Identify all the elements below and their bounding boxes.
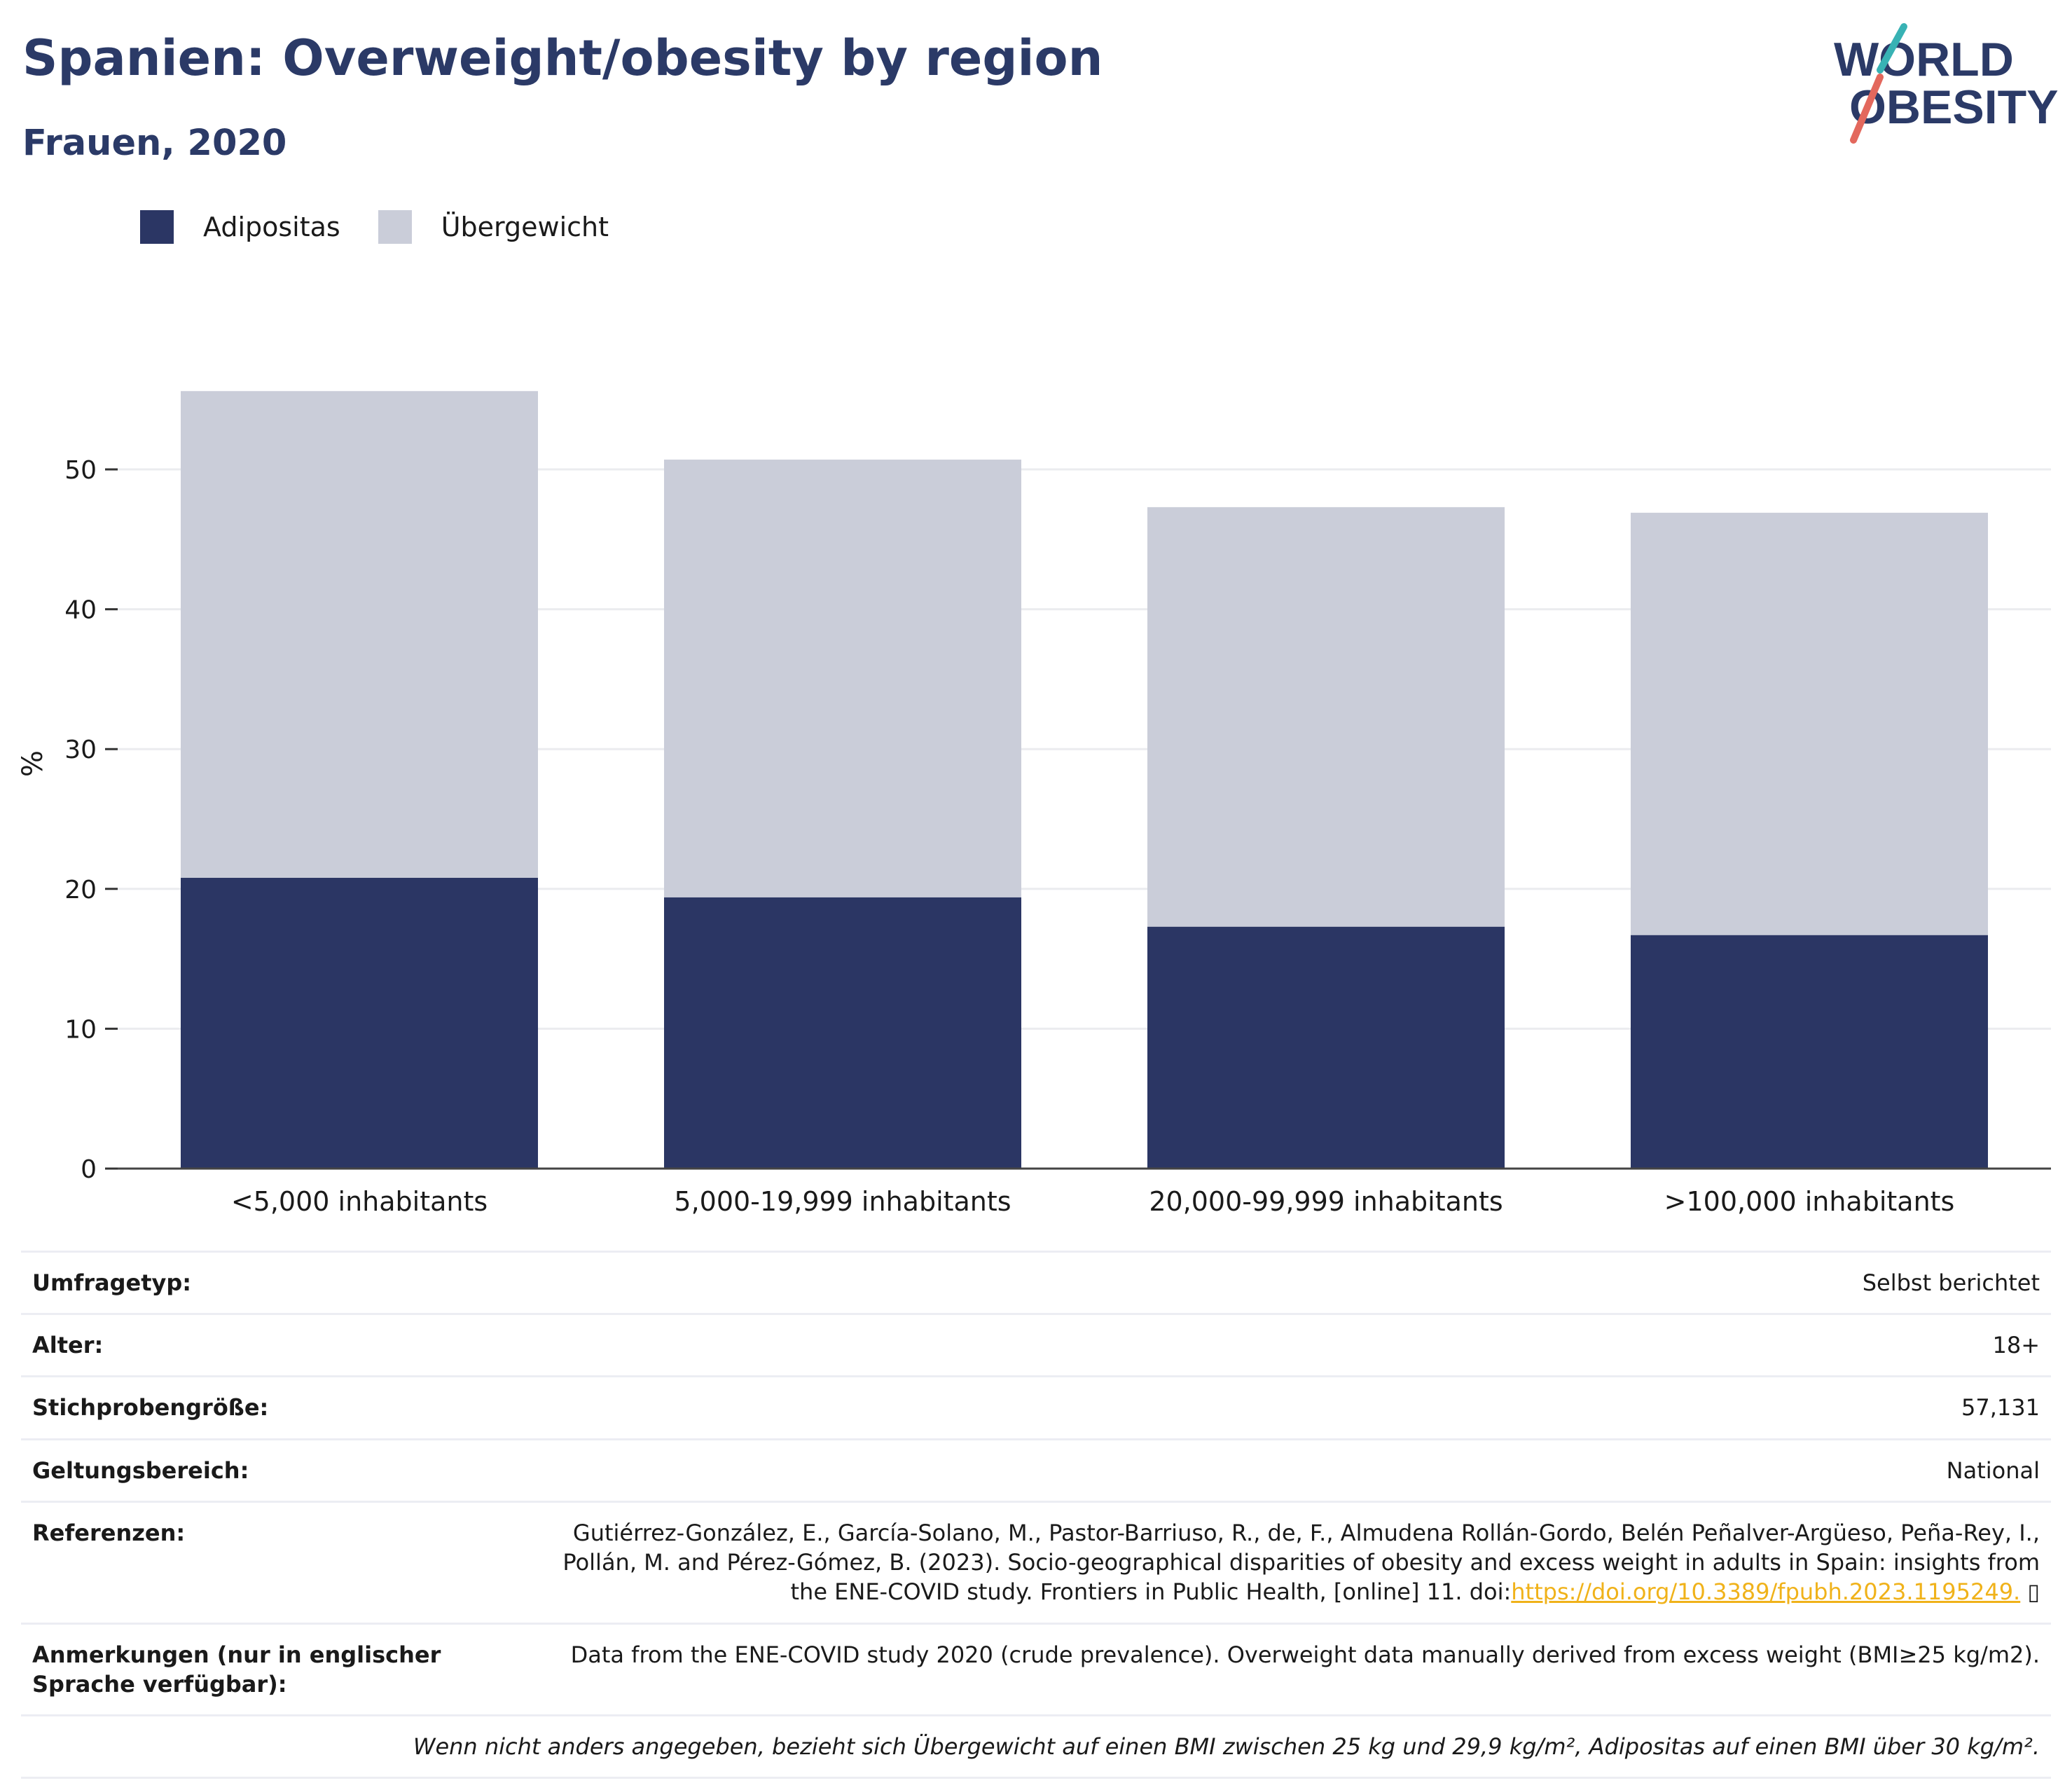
info-value: Data from the ENE-COVID study 2020 (crud… [520,1622,2051,1716]
info-row-age: Alter: 18+ [21,1313,2051,1377]
x-tick-label: >100,000 inhabitants [1664,1186,1955,1217]
page-subtitle: Frauen, 2020 [22,123,287,164]
chart-bars [181,391,1988,1169]
survey-info-table: Umfragetyp: Selbst berichtet Alter: 18+ … [21,1250,2051,1779]
doi-link[interactable]: https://doi.org/10.3389/fpubh.2023.11952… [1511,1578,2021,1606]
info-value: Selbst berichtet [520,1250,2051,1314]
info-value: National [520,1438,2051,1502]
legend-label-uebergewicht: Übergewicht [441,212,609,242]
bar-segment [181,391,538,878]
bar-segment [1147,926,1505,1169]
info-row-references: Referenzen: Gutiérrez-González, E., Garc… [21,1500,2051,1624]
info-row-notes: Anmerkungen (nur in englischer Sprache v… [21,1622,2051,1716]
bar-segment [664,897,1021,1169]
bar-segment [1631,512,1988,935]
external-link-icon[interactable]: ▯ [2027,1578,2040,1606]
bar-segment [664,460,1021,897]
bar-segment [181,877,538,1169]
y-tick-label: 50 [64,456,97,485]
info-key: Umfragetyp: [21,1250,520,1314]
info-row-footnote: Wenn nicht anders angegeben, bezieht sic… [21,1714,2051,1779]
footnote: Wenn nicht anders angegeben, bezieht sic… [21,1714,2051,1779]
info-key: Referenzen: [21,1500,520,1624]
info-row-coverage: Geltungsbereich: National [21,1438,2051,1502]
bar-segment [1631,935,1988,1169]
legend-swatch-uebergewicht [378,210,412,244]
page-title: Spanien: Overweight/obesity by region [22,29,1103,87]
world-obesity-logo: WORLD OBESITY [1834,23,2059,144]
y-tick-label: 30 [64,736,97,764]
logo-slash-coral [1850,74,1884,144]
x-tick-label: 5,000-19,999 inhabitants [674,1186,1011,1217]
info-key: Stichprobengröße: [21,1375,520,1440]
logo-slash-teal [1877,23,1907,74]
x-tick-label: <5,000 inhabitants [231,1186,488,1217]
y-tick-label: 20 [64,876,97,904]
info-row-sample-size: Stichprobengröße: 57,131 [21,1375,2051,1440]
info-value: 18+ [520,1313,2051,1377]
x-axis-ticks: <5,000 inhabitants 5,000-19,999 inhabitan… [231,1186,1955,1217]
y-tick-label: 40 [64,596,97,625]
bar-segment [1147,507,1505,927]
info-key: Geltungsbereich: [21,1438,520,1502]
info-value: Gutiérrez-González, E., García-Solano, M… [520,1500,2051,1624]
chart-legend: Adipositas Übergewicht [140,209,647,245]
info-row-survey-type: Umfragetyp: Selbst berichtet [21,1250,2051,1314]
stacked-bar-chart: 0 10 20 30 40 50 <5,000 inhabitants 5,000-19,9… [17,391,2051,1217]
logo-line-2: OBESITY [1849,81,2059,134]
legend-item-uebergewicht[interactable]: Übergewicht [378,210,609,244]
y-tick-label: 0 [81,1155,97,1184]
y-axis-label: % [17,750,49,777]
info-value: 57,131 [520,1375,2051,1440]
legend-label-adipositas: Adipositas [203,212,340,242]
references-text: Gutiérrez-González, E., García-Solano, M… [562,1519,2040,1606]
legend-item-adipositas[interactable]: Adipositas [140,210,340,244]
y-axis-ticks: 0 10 20 30 40 50 [64,456,118,1184]
legend-swatch-adipositas [140,210,174,244]
y-tick-label: 10 [64,1015,97,1044]
info-key: Alter: [21,1313,520,1377]
logo-line-1: WORLD [1834,33,2014,86]
x-tick-label: 20,000-99,999 inhabitants [1149,1186,1503,1217]
info-key: Anmerkungen (nur in englischer Sprache v… [21,1622,520,1716]
